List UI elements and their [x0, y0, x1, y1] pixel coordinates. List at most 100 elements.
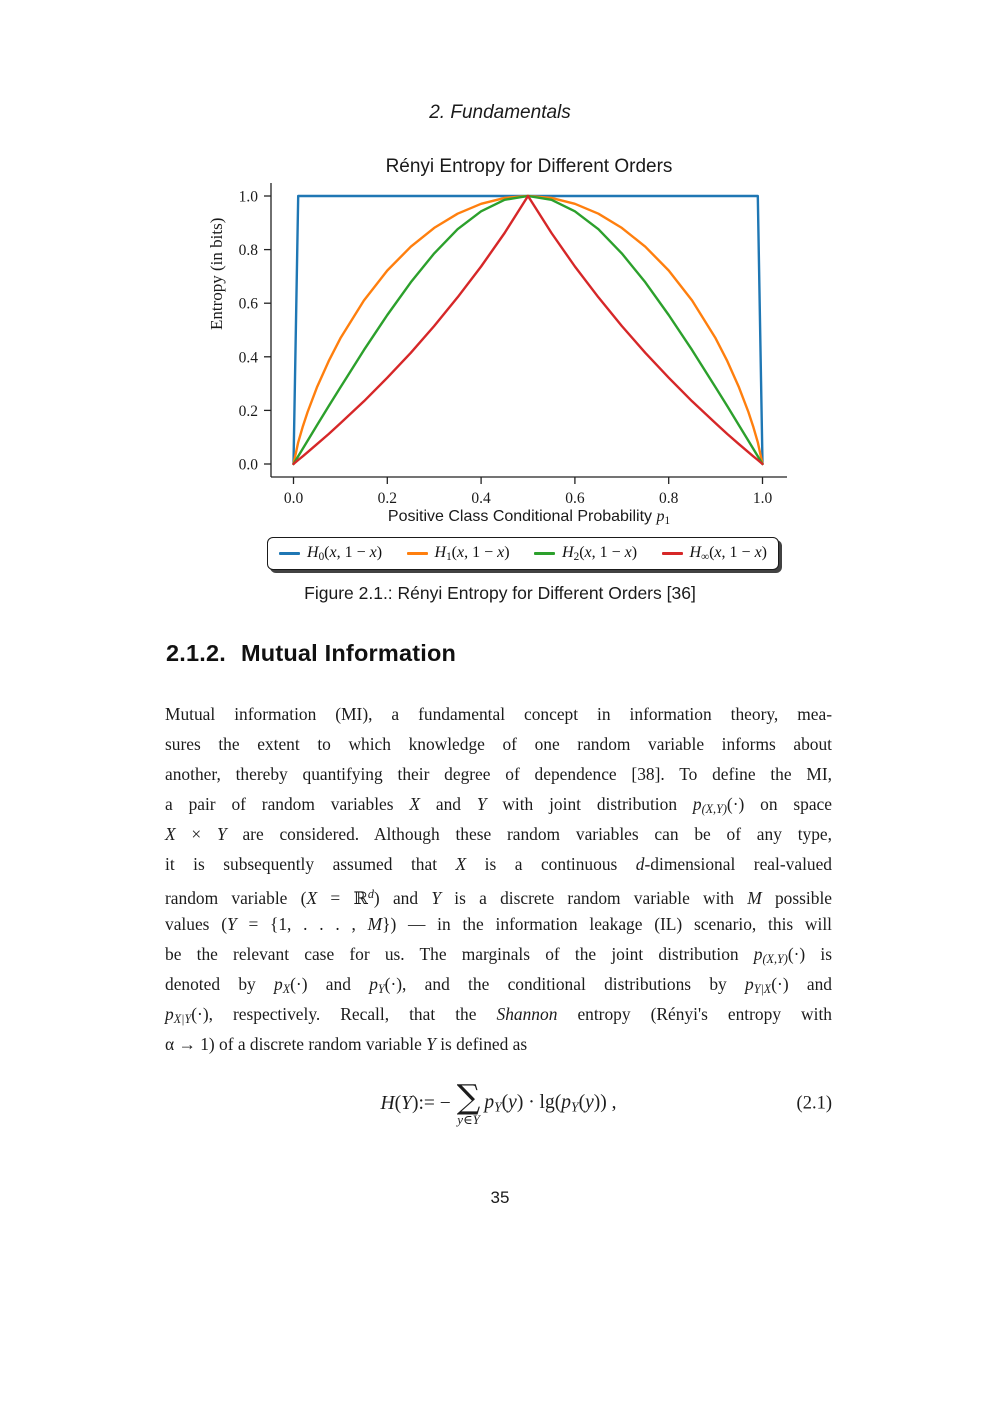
section-title: Mutual Information	[241, 640, 457, 666]
text-segment: d	[635, 854, 645, 874]
text-segment: p	[369, 974, 378, 994]
paragraph-line: denoted by pX(·) and pY(·), and the cond…	[165, 969, 832, 999]
text-segment: (X,Y)	[701, 802, 727, 817]
text-segment: )	[376, 544, 383, 562]
text-segment: 1	[446, 550, 452, 563]
y-tick-label: 0.6	[239, 296, 259, 313]
text-segment: p	[274, 974, 283, 994]
text-segment: )	[504, 544, 510, 562]
text-segment: x	[457, 544, 465, 562]
text-segment: 2	[573, 550, 580, 563]
text-segment: (	[451, 544, 457, 562]
text-segment: is defined as	[435, 1034, 528, 1054]
sum-limits: y∈Y	[457, 1112, 480, 1128]
figure-caption: Figure 2.1.: Rényi Entropy for Different…	[304, 583, 696, 603]
text-segment: entropy (Rényi's entropy with	[557, 1004, 832, 1024]
paragraph-line: be the relevant case for us. The margina…	[165, 939, 832, 969]
text-segment: (	[579, 544, 585, 562]
text-segment: ∞	[701, 550, 710, 563]
text-segment: Y	[227, 914, 237, 934]
equation-rhs: pY(y) · lg(pY(y)) ,	[484, 1092, 616, 1115]
legend-item: H2(x, 1 − x)	[534, 544, 637, 563]
sum-operator: ∑ y∈Y	[457, 1080, 481, 1128]
text-segment: = {1, . . . ,	[236, 914, 368, 934]
equation-2-1: H(Y):= − ∑ y∈Y pY(y) · lg(pY(y)) , (2.1)	[165, 1072, 832, 1136]
legend-line-sample	[279, 551, 300, 555]
x-tick-label: 1.0	[753, 490, 773, 507]
text-segment: ):= −	[411, 1093, 451, 1114]
text-segment: (	[501, 1092, 509, 1114]
text-segment: X	[455, 854, 467, 874]
body-paragraph: Mutual information (MI), a fundamental c…	[165, 699, 832, 1059]
y-tick-label: 0.2	[239, 403, 258, 420]
x-tick-label: 0.4	[471, 490, 491, 507]
text-segment: (·) on space	[726, 794, 832, 814]
text-segment: ×	[175, 824, 217, 844]
text-segment: (·) and	[771, 974, 832, 994]
text-segment: , 1 −	[336, 544, 370, 562]
legend-label: H1(x, 1 − x)	[435, 544, 510, 563]
text-segment: α → 1) of a discrete random variable	[165, 1034, 427, 1054]
text-segment: sures the extent to which knowledge of o…	[165, 734, 832, 754]
text-segment: possible	[761, 888, 832, 909]
text-segment: y	[508, 1092, 517, 1114]
legend-item: H1(x, 1 − x)	[406, 544, 510, 563]
y-tick-label: 0.0	[239, 457, 259, 474]
text-segment: it is subsequently assumed that	[165, 854, 456, 874]
text-segment: x	[329, 544, 337, 562]
equation-math: H(Y):= − ∑ y∈Y pY(y) · lg(pY(y)) ,	[381, 1072, 617, 1136]
text-segment: Shannon	[496, 1004, 558, 1024]
text-segment: (X,Y)	[762, 952, 788, 967]
text-segment: y	[585, 1092, 594, 1114]
text-segment: Y	[217, 824, 227, 844]
text-segment: (·) is	[787, 944, 832, 964]
text-segment: and	[420, 794, 477, 814]
text-segment: X	[282, 982, 291, 997]
running-header: 2. Fundamentals	[429, 102, 571, 123]
text-segment: with joint distribution	[486, 794, 693, 814]
text-segment: Positive Class Conditional Probability	[387, 508, 657, 525]
text-segment: X	[306, 888, 318, 909]
text-segment: Y	[431, 888, 442, 909]
text-segment: x	[584, 544, 592, 562]
paragraph-line: α → 1) of a discrete random variable Y i…	[165, 1029, 832, 1059]
text-segment: Y|X	[753, 982, 772, 997]
x-tick-label: 0.8	[659, 490, 679, 507]
text-segment: H	[689, 544, 702, 562]
paragraph-line: random variable (X = ℝd) and Y is a disc…	[165, 879, 832, 909]
sum-glyph: ∑	[456, 1077, 481, 1116]
page-number: 35	[490, 1188, 510, 1207]
text-segment: Y	[570, 1099, 579, 1115]
section-number: 2.1.2.	[166, 640, 226, 666]
text-segment: (	[324, 544, 330, 562]
text-segment: = ℝ	[317, 888, 368, 909]
text-segment: 1	[664, 514, 671, 527]
text-segment: H	[307, 544, 319, 562]
text-segment: p	[656, 508, 665, 525]
text-segment: y	[457, 1112, 463, 1127]
text-segment: M	[747, 888, 762, 909]
text-segment: p	[484, 1092, 495, 1114]
text-segment: H	[562, 544, 574, 562]
legend-label: H0(x, 1 − x)	[307, 544, 382, 563]
equation-lhs: H(Y):= −	[381, 1093, 451, 1115]
paragraph-line: it is subsequently assumed that X is a c…	[165, 849, 832, 879]
legend-item: H∞(x, 1 − x)	[661, 544, 767, 563]
paragraph-line: Mutual information (MI), a fundamental c…	[165, 699, 832, 729]
legend-line-sample	[406, 551, 428, 555]
x-axis-label: Positive Class Conditional Probability p…	[229, 508, 829, 527]
text-segment: , 1 −	[591, 544, 625, 562]
text-segment: )	[761, 544, 767, 562]
paragraph-line: another, thereby quantifying their degre…	[165, 759, 832, 789]
text-segment: (	[394, 1093, 402, 1114]
text-segment: ) and	[373, 888, 432, 909]
text-segment: ,	[606, 1092, 617, 1114]
legend-label: H∞(x, 1 − x)	[690, 544, 767, 563]
text-segment: x	[754, 544, 762, 562]
text-segment: values (	[165, 914, 227, 934]
text-segment: p	[692, 794, 702, 814]
legend-line-sample	[534, 551, 556, 555]
text-segment: , 1 −	[721, 544, 755, 562]
text-segment: (	[709, 544, 715, 562]
series-curve-1	[292, 194, 764, 466]
